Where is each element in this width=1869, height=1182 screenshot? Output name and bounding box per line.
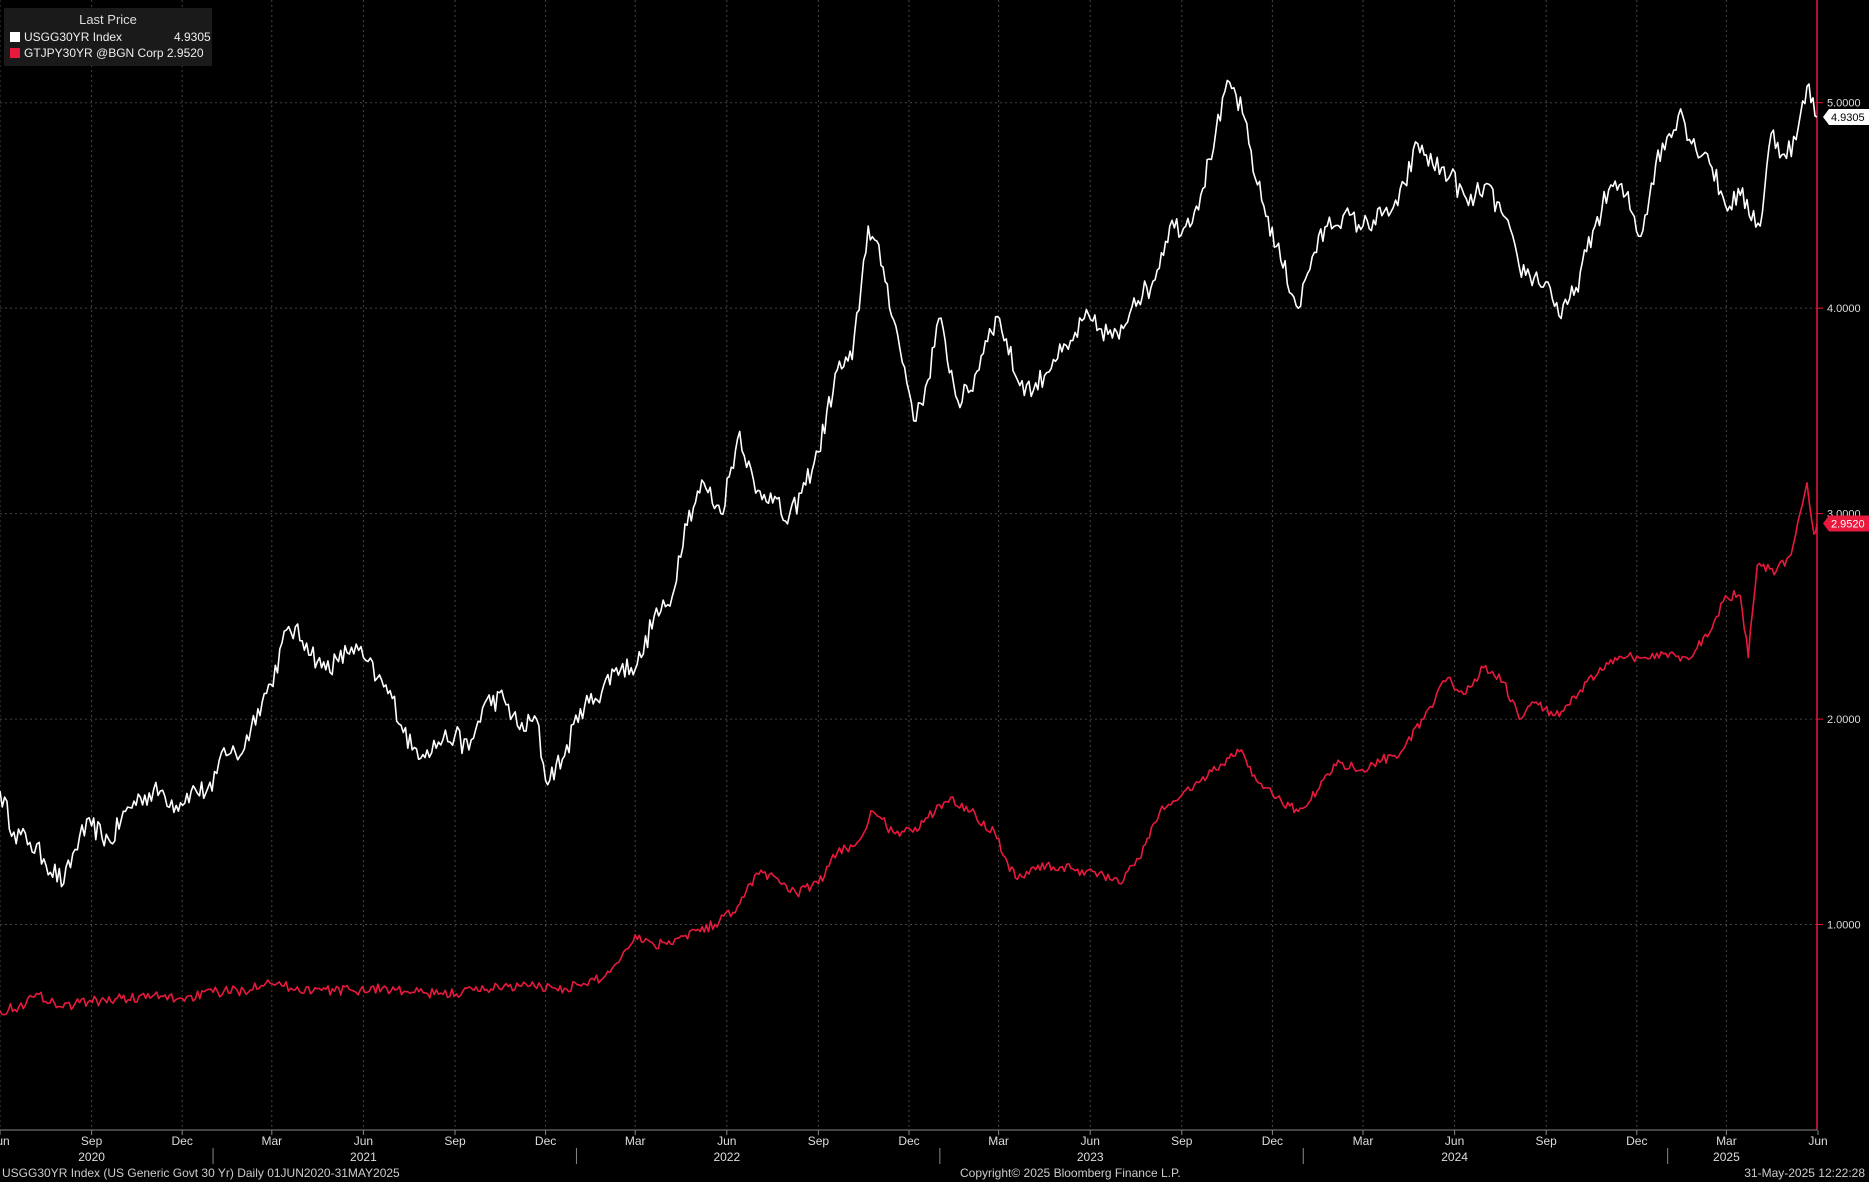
x-year-label: 2023 [1077,1150,1104,1164]
x-year-label: 2020 [78,1150,105,1164]
x-year-label: 2021 [350,1150,377,1164]
y-tick-label: 5.0000 [1827,98,1861,110]
footer-copyright: Copyright© 2025 Bloomberg Finance L.P. [960,1166,1181,1180]
x-tick-label: Mar [1353,1134,1374,1148]
y-tick-label: 1.0000 [1827,920,1861,932]
legend: Last Price USGG30YR Index 4.9305 GTJPY30… [4,8,212,66]
x-tick-label: Mar [625,1134,646,1148]
x-tick-label: Sep [1536,1134,1558,1148]
x-tick-label: Jun [354,1134,373,1148]
x-tick-label: Sep [81,1134,103,1148]
legend-swatch-us [10,32,20,42]
x-tick-label: Jun [1081,1134,1100,1148]
last-value-badge-jp [1823,515,1869,532]
x-tick-label: Sep [808,1134,830,1148]
x-year-label: 2024 [1441,1150,1468,1164]
x-tick-label: Dec [172,1134,193,1148]
x-tick-label: Sep [1171,1134,1193,1148]
x-tick-label: Mar [261,1134,282,1148]
legend-item-us: USGG30YR Index 4.9305 [10,30,211,44]
x-tick-label: Dec [1626,1134,1647,1148]
last-value-marker-jp: 2.9520 [1823,515,1869,532]
footer-left: USGG30YR Index (US Generic Govt 30 Yr) D… [2,1166,400,1180]
series-line-us [0,79,1818,888]
x-tick-label: Jun [1808,1134,1827,1148]
x-tick-label: Jun [1445,1134,1464,1148]
x-tick-label: Sep [444,1134,466,1148]
last-value-markers: 4.9305 2.9520 [1823,109,1869,532]
legend-item-jp: GTJPY30YR @BGN Corp 2.9520 [10,46,204,60]
x-tick-label: Jun [717,1134,736,1148]
series-lines [0,79,1818,1016]
y-tick-label: 2.0000 [1827,714,1861,726]
legend-label-us: USGG30YR Index [24,30,123,44]
x-tick-label: Dec [535,1134,556,1148]
x-year-label: 2022 [713,1150,740,1164]
legend-label-jp: GTJPY30YR @BGN Corp 2.9520 [24,46,204,60]
grid [0,0,1817,1130]
series-line-jp [0,482,1818,1016]
x-tick-label: Dec [898,1134,919,1148]
x-tick-label: Jun [0,1134,10,1148]
x-tick-label: Mar [988,1134,1009,1148]
legend-title: Last Price [79,12,137,27]
legend-value-us: 4.9305 [174,30,211,44]
x-tick-label: Dec [1262,1134,1283,1148]
last-value-label-us: 4.9305 [1831,112,1865,124]
last-value-label-jp: 2.9520 [1831,518,1865,530]
last-value-badge-us [1823,109,1869,126]
legend-swatch-jp [10,48,20,58]
x-year-label: 2025 [1713,1150,1740,1164]
last-value-marker-us: 4.9305 [1823,109,1869,126]
x-tick-label: Mar [1716,1134,1737,1148]
footer-timestamp: 31-May-2025 12:22:28 [1744,1166,1865,1180]
y-tick-label: 4.0000 [1827,303,1861,315]
